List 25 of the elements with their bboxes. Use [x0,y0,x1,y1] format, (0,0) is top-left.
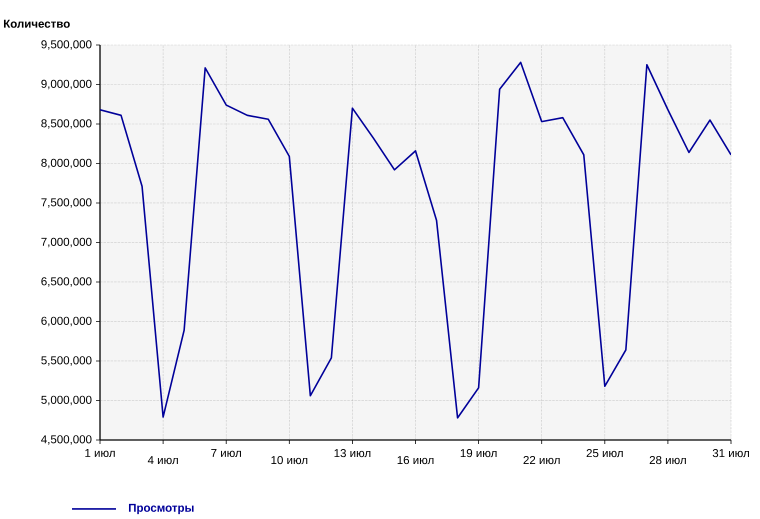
x-tick-label: 16 июл [398,456,434,464]
x-tick-label: 19 июл [460,449,497,458]
x-tick-label: 22 июл [524,456,560,464]
x-tick-label: 1 июл [85,449,115,458]
y-tick-label: 6,500,000 [41,277,92,287]
y-tick-label: 5,000,000 [41,396,92,406]
y-tick-label: 8,500,000 [41,119,92,129]
y-tick-label: 5,500,000 [41,356,92,366]
line-series [100,62,732,419]
x-tick-label: 28 июл [650,456,686,464]
y-tick-label: 7,000,000 [41,238,92,248]
x-tick-label: 31 июл [712,449,749,458]
x-tick-label: 10 июл [271,456,308,464]
legend-label: Просмотры [128,504,194,514]
y-tick-label: 4,500,000 [41,435,92,445]
x-tick-label: 4 июл [148,456,178,464]
x-tick-label: 25 июл [586,449,623,458]
y-tick-label: 8,000,000 [41,158,92,168]
y-tick-label: 9,000,000 [41,80,92,90]
y-axis-title: Количество [4,20,70,28]
x-tick-label: 13 июл [334,449,370,458]
x-tick-label: 7 июл [211,449,241,458]
y-tick-label: 9,500,000 [41,40,92,50]
y-tick-label: 7,500,000 [41,198,92,208]
y-tick-label: 6,000,000 [41,316,92,326]
